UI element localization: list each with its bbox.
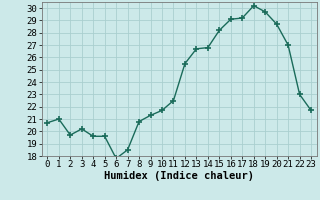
X-axis label: Humidex (Indice chaleur): Humidex (Indice chaleur) (104, 171, 254, 181)
